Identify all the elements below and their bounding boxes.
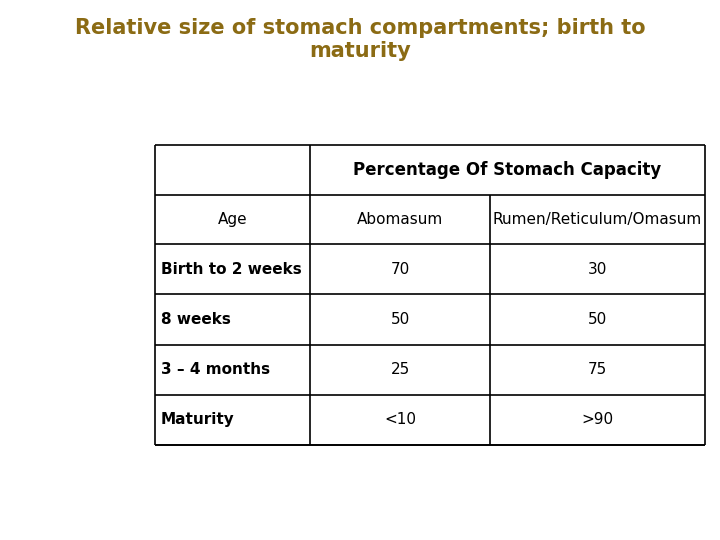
Text: 30: 30: [588, 261, 607, 276]
Text: Abomasum: Abomasum: [357, 212, 443, 227]
Text: 70: 70: [390, 261, 410, 276]
Text: Relative size of stomach compartments; birth to
maturity: Relative size of stomach compartments; b…: [75, 18, 645, 61]
Text: Birth to 2 weeks: Birth to 2 weeks: [161, 261, 302, 276]
Text: Age: Age: [217, 212, 247, 227]
Text: Maturity: Maturity: [161, 413, 235, 427]
Text: Percentage Of Stomach Capacity: Percentage Of Stomach Capacity: [354, 161, 662, 179]
Text: 50: 50: [588, 312, 607, 327]
Text: 8 weeks: 8 weeks: [161, 312, 231, 327]
Text: >90: >90: [582, 413, 613, 427]
Text: 25: 25: [390, 362, 410, 377]
Text: 3 – 4 months: 3 – 4 months: [161, 362, 270, 377]
Text: 50: 50: [390, 312, 410, 327]
Text: 75: 75: [588, 362, 607, 377]
Text: Rumen/Reticulum/Omasum: Rumen/Reticulum/Omasum: [493, 212, 702, 227]
Text: <10: <10: [384, 413, 416, 427]
